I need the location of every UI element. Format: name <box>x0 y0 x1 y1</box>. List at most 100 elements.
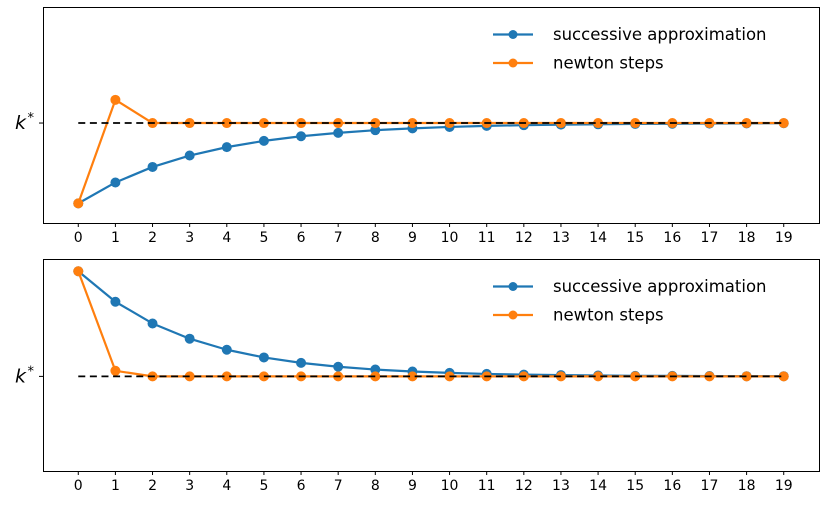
legend-label: newton steps <box>553 54 664 73</box>
x-tick-label: 7 <box>334 230 343 246</box>
top-subplot: 0 1 2 3 4 5 6 7 8 9 10 11 12 13 14 15 16 17 18 19k *successi… <box>15 7 820 246</box>
legend-sample-marker <box>508 282 518 291</box>
legend-sample-marker <box>508 310 518 320</box>
x-tick-label: 17 <box>701 230 719 246</box>
data-point <box>221 344 232 355</box>
series-line-newton-steps <box>77 98 785 205</box>
legend-entry: successive approximation <box>493 277 767 296</box>
axes-frame <box>43 7 820 224</box>
x-tick-label: 18 <box>738 478 756 494</box>
legend-sample-marker <box>508 30 518 39</box>
x-tick-label: 5 <box>259 478 268 494</box>
series-line-successive-approximation <box>77 122 785 205</box>
x-tick-label: 16 <box>663 230 681 246</box>
series-markers-newton-steps <box>73 94 789 209</box>
x-tick-label: 9 <box>408 478 417 494</box>
data-point <box>221 118 232 129</box>
k-star-label: k * <box>15 111 35 134</box>
x-tick-label: 6 <box>297 230 306 246</box>
data-point <box>73 266 84 277</box>
data-point <box>593 118 604 129</box>
data-point <box>593 371 604 382</box>
x-tick-label: 1 <box>111 230 120 246</box>
data-point <box>184 333 195 344</box>
x-tick-label: 19 <box>775 230 793 246</box>
data-point <box>407 118 418 129</box>
data-point <box>370 125 381 136</box>
data-point <box>184 150 195 161</box>
legend-sample-marker <box>508 58 518 68</box>
x-tick-label: 10 <box>441 478 459 494</box>
data-point <box>741 118 752 129</box>
data-point <box>370 364 381 375</box>
x-tick-label: 0 <box>74 230 83 246</box>
data-point <box>258 352 269 363</box>
legend-entry: newton steps <box>493 54 664 73</box>
x-tick-label: 8 <box>371 230 380 246</box>
x-tick-label: 4 <box>222 478 231 494</box>
data-point <box>778 371 789 382</box>
data-point <box>296 357 307 368</box>
x-tick-label: 1 <box>111 478 120 494</box>
data-point <box>110 177 121 188</box>
x-tick-label: 12 <box>515 230 533 246</box>
data-point <box>555 371 566 382</box>
data-point <box>73 198 84 209</box>
data-point <box>221 142 232 153</box>
x-tick-label: 16 <box>663 478 681 494</box>
x-tick-label: 15 <box>626 230 644 246</box>
x-tick-label: 6 <box>297 478 306 494</box>
data-point <box>333 127 344 138</box>
x-tick-label: 19 <box>775 478 793 494</box>
legend-label: newton steps <box>553 306 664 325</box>
x-tick-label: 18 <box>738 230 756 246</box>
data-point <box>333 361 344 372</box>
data-point <box>147 161 158 172</box>
k-star-label: k * <box>15 364 35 387</box>
legend-entry: successive approximation <box>493 25 767 44</box>
x-tick-label: 7 <box>334 478 343 494</box>
legend-label: successive approximation <box>553 277 767 296</box>
x-tick-label: 14 <box>589 230 607 246</box>
data-point <box>370 371 381 382</box>
x-tick-label: 3 <box>185 230 194 246</box>
legend: successive approximation newton steps <box>493 25 767 73</box>
data-point <box>110 296 121 307</box>
x-tick-label: 4 <box>222 230 231 246</box>
x-tick-label: 10 <box>441 230 459 246</box>
x-tick-label: 17 <box>701 478 719 494</box>
data-point <box>778 118 789 129</box>
data-point <box>110 365 121 376</box>
legend-entry: newton steps <box>493 306 664 325</box>
data-point <box>370 118 381 129</box>
data-point <box>407 371 418 382</box>
x-tick-label: 0 <box>74 478 83 494</box>
bottom-subplot: 0 1 2 3 4 5 6 7 8 9 10 11 12 13 14 15 16 17 18 19k *successi… <box>15 259 820 494</box>
x-tick-label: 9 <box>408 230 417 246</box>
legend-label: successive approximation <box>553 25 767 44</box>
series-markers-successive-approximation <box>73 118 789 209</box>
x-tick-label: 11 <box>478 478 496 494</box>
data-point <box>296 131 307 142</box>
x-tick-label: 14 <box>589 478 607 494</box>
x-tick-label: 5 <box>259 230 268 246</box>
data-point <box>258 135 269 146</box>
x-tick-label: 3 <box>185 478 194 494</box>
data-point <box>555 118 566 129</box>
axes-frame <box>43 259 820 472</box>
x-tick-label: 12 <box>515 478 533 494</box>
data-point <box>221 371 232 382</box>
x-tick-label: 8 <box>371 478 380 494</box>
legend: successive approximation newton steps <box>493 277 767 325</box>
x-tick-label: 2 <box>148 478 157 494</box>
data-point <box>741 371 752 382</box>
data-point <box>147 318 158 329</box>
x-tick-label: 2 <box>148 230 157 246</box>
data-point <box>110 94 121 105</box>
x-tick-label: 13 <box>552 478 570 494</box>
x-tick-label: 11 <box>478 230 496 246</box>
x-tick-label: 15 <box>626 478 644 494</box>
x-tick-label: 13 <box>552 230 570 246</box>
